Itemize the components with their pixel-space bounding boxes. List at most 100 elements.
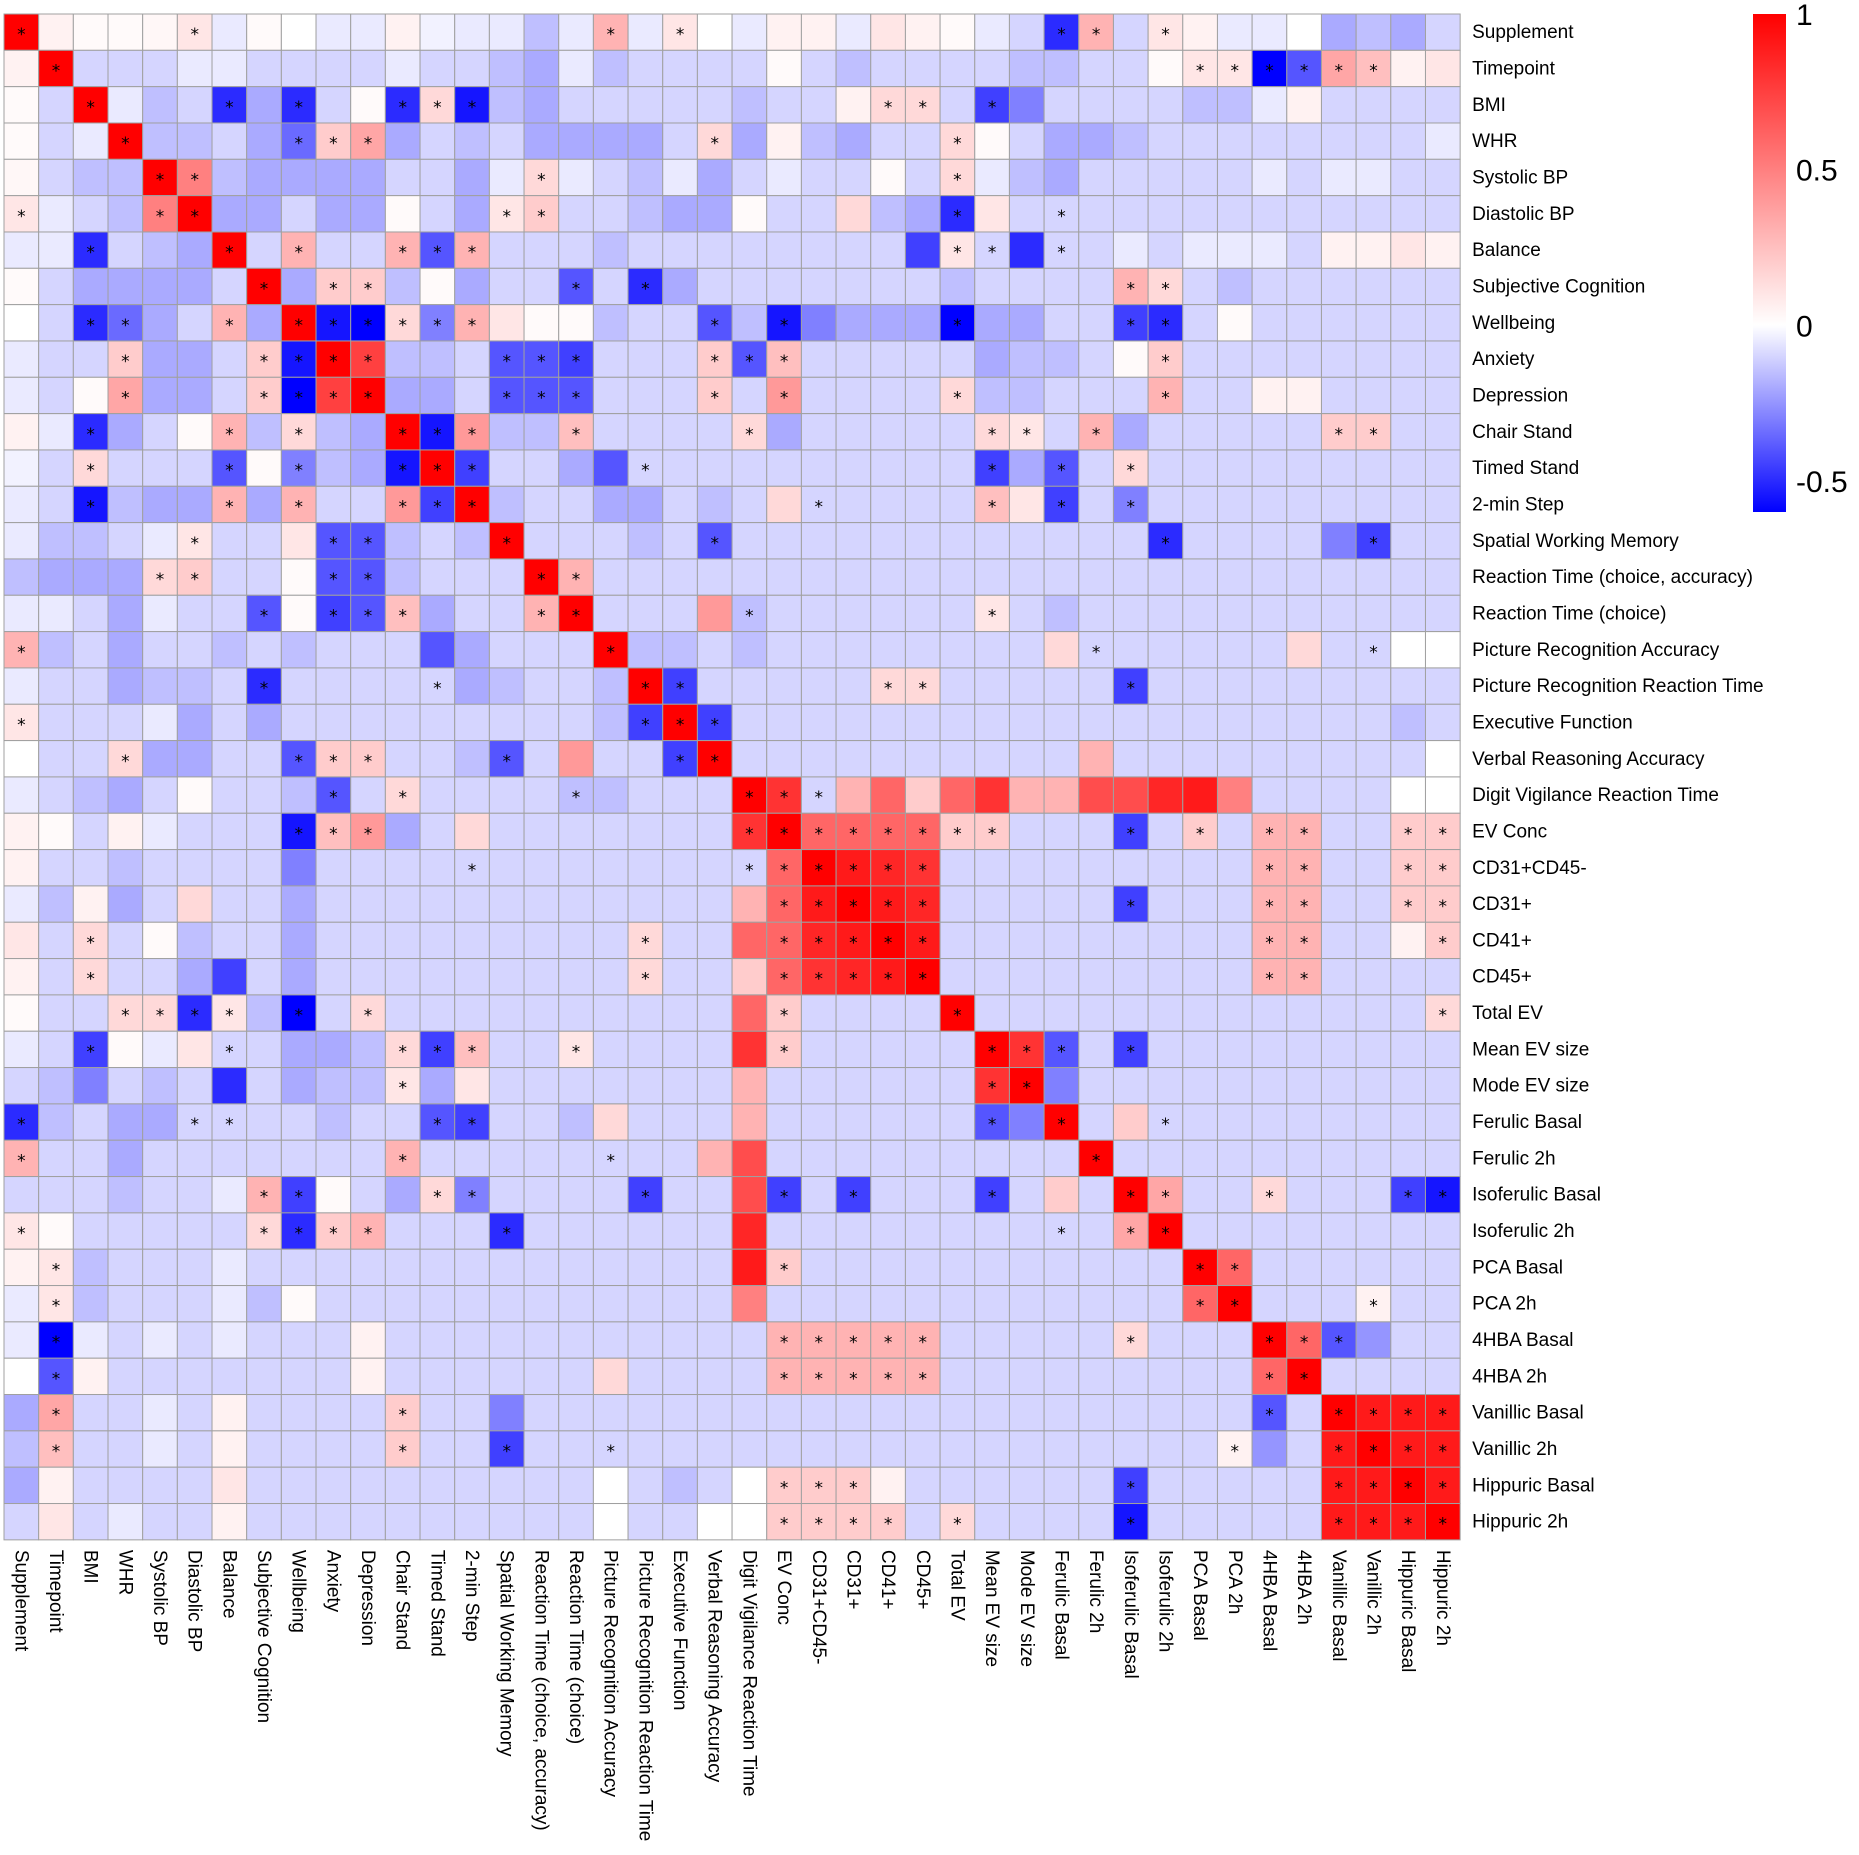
heatmap-cell	[1008, 122, 1045, 160]
heatmap-cell	[384, 958, 421, 996]
heatmap-cell	[1216, 885, 1253, 923]
significance-marker: *	[815, 497, 824, 517]
heatmap-cell	[350, 13, 386, 51]
heatmap-cell	[488, 1357, 525, 1396]
significance-marker: *	[190, 1115, 199, 1135]
heatmap-cell	[835, 1176, 872, 1214]
heatmap-cell	[1286, 1285, 1322, 1323]
heatmap-cell	[974, 1503, 1010, 1541]
heatmap-cell	[904, 1176, 941, 1214]
heatmap-cell	[662, 885, 698, 923]
heatmap-cell	[1182, 885, 1218, 923]
heatmap-cell	[246, 958, 282, 996]
heatmap-cell	[766, 921, 802, 960]
heatmap-cell	[107, 1030, 144, 1069]
significance-marker: *	[52, 62, 61, 82]
heatmap-cell	[835, 958, 872, 996]
heatmap-cell	[870, 1394, 906, 1432]
heatmap-cell	[662, 376, 698, 415]
heatmap-cell	[454, 13, 490, 51]
heatmap-cell	[1147, 122, 1184, 160]
significance-marker: *	[1161, 1224, 1170, 1244]
significance-marker: *	[17, 1224, 26, 1244]
significance-marker: *	[225, 243, 234, 263]
heatmap-cell	[454, 522, 490, 560]
heatmap-cell	[38, 340, 74, 378]
heatmap-cell	[1216, 1139, 1253, 1178]
heatmap-cell	[696, 812, 733, 851]
heatmap-cell	[72, 522, 109, 560]
heatmap-cell	[835, 1030, 872, 1069]
column-label: Picture Recognition Reaction Time	[634, 1550, 655, 1841]
heatmap-cell	[627, 1248, 664, 1287]
heatmap-cell	[1320, 1030, 1357, 1069]
heatmap-cell	[523, 413, 560, 451]
heatmap-cell	[835, 340, 872, 378]
heatmap-cell	[1147, 885, 1184, 923]
row-label: Diastolic BP	[1472, 204, 1574, 225]
heatmap-cell	[142, 921, 178, 960]
heatmap-cell	[1147, 1285, 1184, 1323]
heatmap-cell	[1355, 1285, 1392, 1323]
heatmap-cell	[211, 1248, 248, 1287]
heatmap-cell	[1355, 1139, 1392, 1178]
significance-marker: *	[329, 752, 338, 772]
heatmap-cell	[731, 594, 768, 633]
heatmap-cell	[904, 267, 941, 306]
heatmap-cell	[592, 49, 629, 88]
heatmap-cell	[1078, 449, 1114, 487]
heatmap-cell	[488, 122, 525, 160]
column-label: Vanillic Basal	[1328, 1550, 1349, 1662]
heatmap-cell	[3, 740, 40, 778]
heatmap-cell	[142, 1067, 178, 1105]
heatmap-cell	[1286, 485, 1322, 524]
heatmap-cell	[1112, 631, 1149, 669]
significance-marker: *	[884, 933, 893, 953]
heatmap-cell	[1078, 703, 1114, 742]
heatmap-cell	[1424, 849, 1461, 887]
heatmap-cell	[904, 740, 941, 778]
significance-marker: *	[572, 788, 581, 808]
heatmap-cell	[1216, 413, 1253, 451]
heatmap-cell	[1008, 86, 1045, 124]
heatmap-cell	[211, 740, 248, 778]
heatmap-cell	[454, 1103, 490, 1141]
heatmap-cell	[488, 1466, 525, 1505]
heatmap-cell	[1008, 1394, 1045, 1432]
heatmap-cell	[1286, 1176, 1322, 1214]
heatmap-cell	[72, 667, 109, 705]
heatmap-cell	[523, 1394, 560, 1432]
heatmap-cell	[384, 49, 421, 88]
significance-marker: *	[1335, 1406, 1344, 1426]
heatmap-cell	[1424, 631, 1461, 669]
significance-marker: *	[260, 1188, 269, 1208]
heatmap-cell	[1424, 1103, 1461, 1141]
heatmap-cell	[800, 812, 837, 851]
heatmap-cell	[523, 849, 560, 887]
legend-tick-label: 1	[1796, 0, 1813, 32]
heatmap-cell	[488, 522, 525, 560]
heatmap-cell	[246, 1030, 282, 1069]
significance-marker: *	[398, 1042, 407, 1062]
heatmap-cell	[350, 1248, 386, 1287]
heatmap-cell	[1216, 740, 1253, 778]
heatmap-cell	[835, 413, 872, 451]
significance-marker: *	[1196, 1260, 1205, 1280]
heatmap-cell	[904, 631, 941, 669]
heatmap-cell	[211, 231, 248, 269]
significance-marker: *	[86, 970, 95, 990]
heatmap-cell	[662, 1285, 698, 1323]
heatmap-cell	[627, 304, 664, 342]
significance-marker: *	[294, 425, 303, 445]
significance-marker: *	[1369, 425, 1378, 445]
column-label: Mean EV size	[981, 1550, 1002, 1667]
significance-marker: *	[780, 970, 789, 990]
heatmap-cell	[1390, 921, 1426, 960]
significance-marker: *	[606, 643, 615, 663]
heatmap-cell	[870, 340, 906, 378]
significance-marker: *	[849, 1369, 858, 1389]
heatmap-cell	[696, 958, 733, 996]
significance-marker: *	[676, 715, 685, 735]
heatmap-cell	[1078, 1176, 1114, 1214]
